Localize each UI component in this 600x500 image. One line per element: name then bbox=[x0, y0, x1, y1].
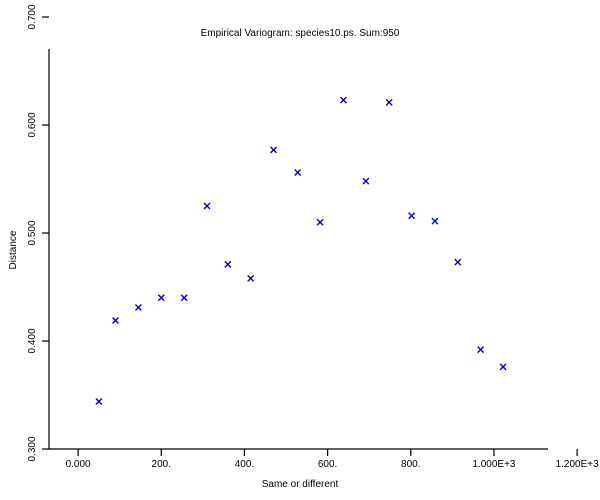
x-tick-label: 200. bbox=[152, 459, 171, 470]
data-point bbox=[247, 274, 255, 282]
data-point bbox=[203, 202, 211, 210]
y-tick-label: 0.400 bbox=[27, 328, 38, 353]
data-point bbox=[339, 96, 347, 104]
data-point bbox=[224, 260, 232, 268]
chart-title: Empirical Variogram: species10.ps. Sum:9… bbox=[201, 28, 400, 39]
data-point bbox=[95, 397, 103, 405]
data-point bbox=[134, 304, 142, 312]
data-point bbox=[408, 212, 416, 220]
x-tick-label: 600. bbox=[318, 459, 337, 470]
y-ticks: 0.300 0.400 0.500 0.600 0.700 bbox=[27, 4, 49, 462]
data-point bbox=[362, 177, 370, 185]
data-point bbox=[112, 316, 120, 324]
y-tick-label: 0.500 bbox=[27, 220, 38, 245]
y-tick-label: 0.600 bbox=[27, 112, 38, 137]
data-point bbox=[431, 217, 439, 225]
data-point bbox=[477, 346, 485, 354]
x-tick-label: 1.200E+3 bbox=[556, 459, 600, 470]
x-tick-label: 1.000E+3 bbox=[472, 459, 516, 470]
data-point bbox=[499, 363, 507, 371]
data-point bbox=[316, 218, 324, 226]
data-point bbox=[294, 169, 302, 177]
x-axis-label: Same or different bbox=[262, 479, 339, 490]
data-point bbox=[385, 98, 393, 106]
y-axis-label: Distance bbox=[8, 230, 19, 269]
x-tick-label: 800. bbox=[401, 459, 420, 470]
data-point bbox=[270, 146, 278, 154]
y-tick-label: 0.300 bbox=[27, 436, 38, 461]
data-point bbox=[180, 294, 188, 302]
data-point bbox=[157, 294, 165, 302]
x-ticks: 0.000 200. 400. 600. 800. 1.000E+3 1.200E+3 bbox=[66, 449, 599, 470]
x-tick-label: 0.000 bbox=[66, 459, 91, 470]
y-tick-label: 0.700 bbox=[27, 4, 38, 29]
data-points bbox=[95, 96, 507, 405]
x-tick-label: 400. bbox=[235, 459, 254, 470]
data-point bbox=[454, 258, 462, 266]
